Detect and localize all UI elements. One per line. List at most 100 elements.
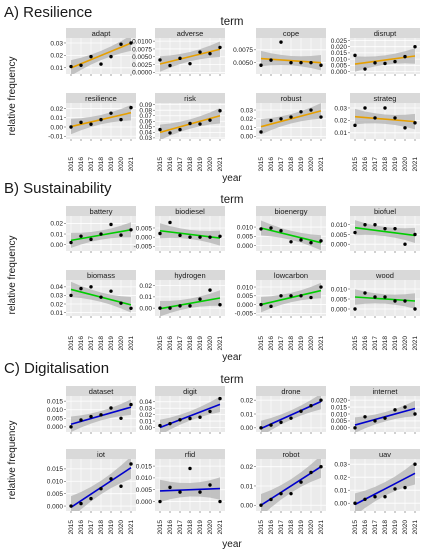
data-point-resilience <box>69 125 73 129</box>
y-tick-label: 0.010 <box>331 411 348 418</box>
data-point-resilience <box>129 105 133 110</box>
y-tick-label: 0.010 <box>331 286 348 293</box>
data-point-digit <box>178 418 182 422</box>
y-tick-label: 0.09 <box>139 102 152 109</box>
y-tick-label: -0.01 <box>48 134 63 141</box>
data-point-internet <box>373 419 377 423</box>
data-point-adapt <box>89 54 93 59</box>
panel-digit: digit 0.000.010.020.030.04 <box>139 386 225 434</box>
data-point-drone <box>259 426 263 430</box>
data-point-biodiesel <box>208 235 212 239</box>
panel-risk: risk 0.030.040.050.060.070.080.09 2015 2016… <box>139 93 225 171</box>
y-tick-label: 0.01 <box>50 115 63 122</box>
data-point-hydrogen <box>188 304 192 308</box>
x-tick-label: 2016 <box>167 336 174 351</box>
x-tick-label: 2017 <box>278 336 285 351</box>
x-tick-label: 2021 <box>412 157 419 172</box>
data-point-robust <box>269 118 273 123</box>
strip-label-hydrogen: hydrogen <box>174 271 205 280</box>
data-point-biofuel <box>363 223 367 227</box>
y-tick-label: 0.005 <box>331 418 348 425</box>
data-point-rfid <box>168 485 172 490</box>
data-point-battery <box>89 237 93 242</box>
data-point-bioenergy <box>279 229 283 233</box>
data-point-wood <box>393 299 397 303</box>
data-point-adapt <box>119 42 123 46</box>
y-tick-label: 0.00 <box>240 503 253 510</box>
y-tick-label: 0.00 <box>240 425 253 432</box>
y-tick-label: 0.00 <box>240 134 253 141</box>
data-point-biofuel <box>373 223 377 227</box>
data-point-robot <box>319 465 323 469</box>
strip-rfid <box>155 449 225 459</box>
x-tick-label: 2018 <box>382 336 389 351</box>
data-point-adapt <box>79 63 83 68</box>
data-point-digit <box>188 416 192 421</box>
x-tick-label: 2019 <box>392 336 399 351</box>
trend-line-robust <box>260 110 322 128</box>
y-tick-label: 0.005 <box>331 63 348 70</box>
x-tick-label: 2020 <box>118 336 125 351</box>
data-point-cope <box>299 60 303 65</box>
section-title-resilience: A) Resilience <box>4 4 92 21</box>
x-tick-label: 2015 <box>157 157 164 172</box>
x-tick-label: 2020 <box>118 520 125 535</box>
x-tick-label: 2019 <box>392 520 399 535</box>
data-point-hydrogen <box>208 288 212 292</box>
data-point-hydrogen <box>158 306 162 310</box>
strip-label-bioenergy: bioenergy <box>275 207 308 216</box>
y-tick-label: 0.015 <box>136 463 153 470</box>
y-tick-label: 0.010 <box>237 284 254 291</box>
data-point-risk <box>198 122 202 126</box>
data-point-lowcarbon <box>269 304 273 309</box>
y-tick-label: 0.005 <box>331 232 348 239</box>
strip-biomass <box>66 270 136 280</box>
data-point-internet <box>383 416 387 420</box>
x-tick-label: 2017 <box>177 157 184 172</box>
strip-biodiesel <box>155 206 225 216</box>
data-point-biomass <box>99 295 103 299</box>
y-tick-label: 0.005 <box>136 487 153 494</box>
strip-risk <box>155 93 225 103</box>
y-tick-label: 0.010 <box>136 475 153 482</box>
strip-dataset <box>66 386 136 396</box>
data-point-biodiesel <box>178 233 182 238</box>
data-point-uav <box>383 495 387 499</box>
strip-digit <box>155 386 225 396</box>
data-point-bioenergy <box>259 227 263 231</box>
x-tick-label: 2018 <box>98 157 105 172</box>
data-point-cope <box>289 60 293 65</box>
y-tick-label: 0.005 <box>47 416 64 423</box>
data-point-lowcarbon <box>319 285 323 289</box>
data-point-adapt <box>129 41 133 45</box>
data-point-uav <box>373 495 377 499</box>
data-point-disrupt <box>363 67 367 71</box>
y-tick-label: 0.02 <box>139 283 152 290</box>
data-point-rfid <box>208 483 212 487</box>
facet-panels: adapt0.010.020.03adverse0.00000.00250.00… <box>47 28 420 534</box>
y-tick-label: 0.000 <box>47 424 64 431</box>
strip-label-strateg: strateg <box>374 94 397 103</box>
x-tick-label: 2015 <box>258 157 265 172</box>
data-point-hydrogen <box>178 304 182 308</box>
y-tick-label: 0.08 <box>139 108 152 115</box>
y-tick-label: 0.02 <box>50 106 63 113</box>
data-point-robot <box>309 470 313 475</box>
data-point-bioenergy <box>309 241 313 245</box>
x-tick-label: 2020 <box>402 157 409 172</box>
x-tick-label: 2019 <box>298 336 305 351</box>
x-tick-label: 2018 <box>187 520 194 535</box>
x-tick-label: 2015 <box>352 157 359 172</box>
y-tick-label: 0.000 <box>136 234 153 241</box>
data-point-biofuel <box>403 242 407 246</box>
data-point-strateg <box>393 116 397 120</box>
data-point-lowcarbon <box>259 302 263 307</box>
y-tick-label: 0.04 <box>50 284 63 291</box>
data-point-adverse <box>178 56 182 61</box>
confidence-band-robot <box>261 459 321 511</box>
data-point-uav <box>403 485 407 490</box>
strip-drone <box>256 386 326 396</box>
